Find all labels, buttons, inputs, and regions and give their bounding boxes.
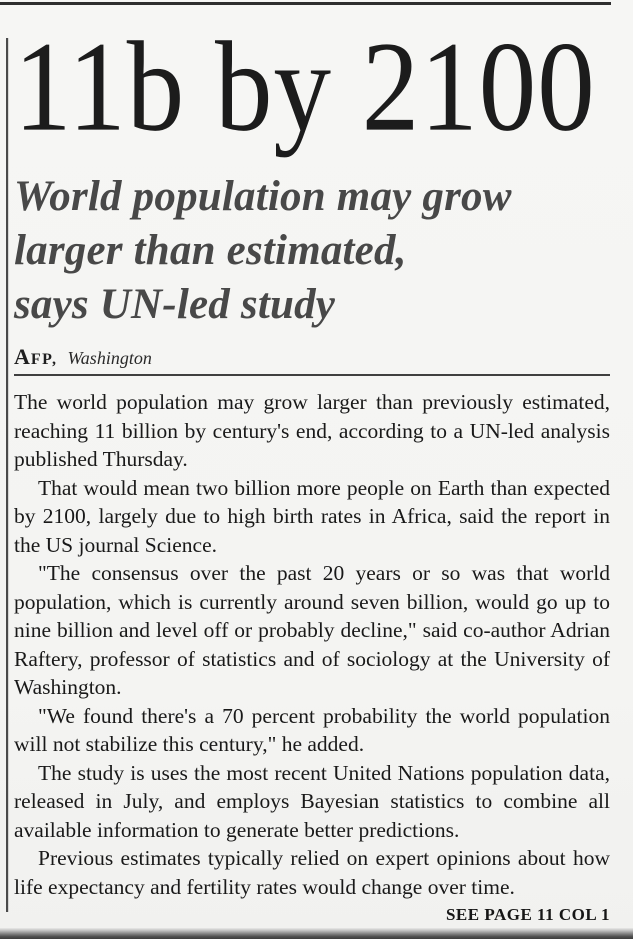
subheadline-line-2: larger than estimated, [14, 227, 407, 274]
paragraph-1: The world population may grow larger tha… [14, 390, 610, 471]
article-body: The world population may grow larger tha… [14, 388, 610, 901]
top-rule [0, 2, 611, 5]
paragraph-3: "The consensus over the past 20 years or… [14, 561, 610, 699]
byline: AFP, Washington [14, 344, 610, 369]
paragraph-5: The study is uses the most recent United… [14, 760, 610, 842]
paragraph-6: Previous estimates typically relied on e… [14, 846, 610, 899]
byline-rule [14, 374, 610, 376]
left-column-rule [6, 38, 8, 912]
paragraph-2: That would mean two billion more people … [14, 475, 610, 557]
byline-location: Washington [67, 348, 152, 368]
subheadline: World population may grow larger than es… [14, 170, 610, 332]
article-column: 11b by 2100 World population may grow la… [14, 0, 610, 925]
page-bottom-edge [0, 928, 633, 939]
byline-agency: AFP, [14, 344, 58, 369]
paragraph-4: "We found there's a 70 percent probabili… [14, 703, 610, 757]
continuation-line: SEE PAGE 11 COL 1 [445, 905, 610, 924]
subheadline-line-1: World population may grow [14, 173, 512, 220]
headline: 11b by 2100 [14, 15, 596, 158]
subheadline-line-3: says UN-led study [14, 281, 336, 328]
